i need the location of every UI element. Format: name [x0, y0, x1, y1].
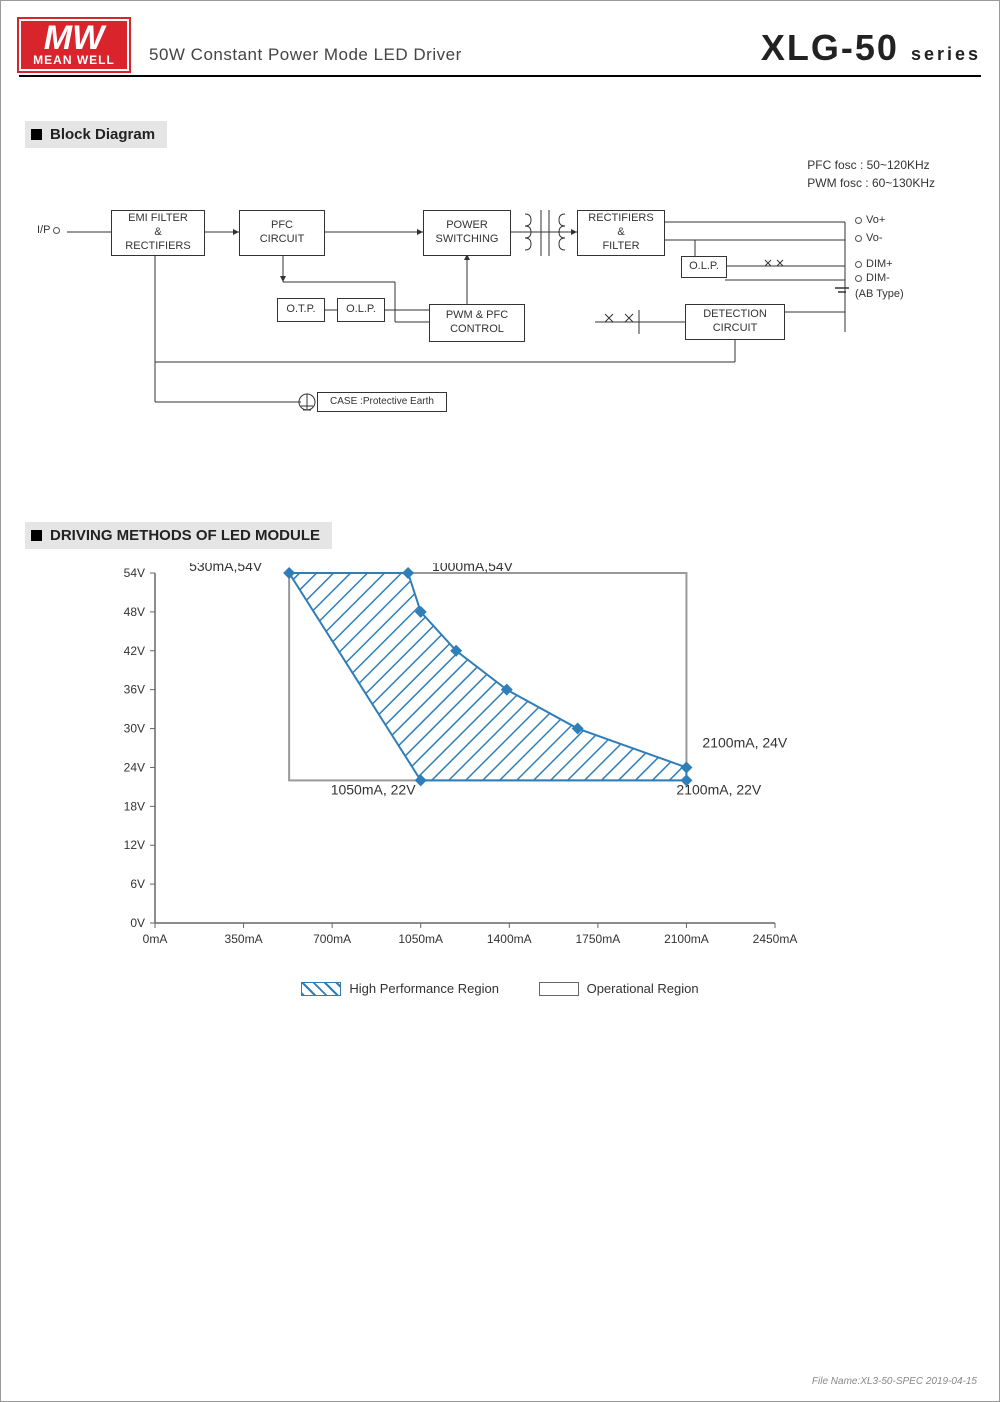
terminal-vo-minus: Vo- — [855, 232, 883, 244]
svg-text:48V: 48V — [124, 605, 145, 619]
svg-text:1050mA: 1050mA — [398, 932, 443, 946]
bullet-icon — [31, 530, 42, 541]
legend-operational: Operational Region — [539, 981, 699, 996]
svg-text:2450mA: 2450mA — [753, 932, 798, 946]
bullet-icon — [31, 129, 42, 140]
block-power-switching: POWER SWITCHING — [423, 210, 511, 256]
svg-text:700mA: 700mA — [313, 932, 351, 946]
chart-legend: High Performance Region Operational Regi… — [25, 981, 975, 999]
block-pfc: PFC CIRCUIT — [239, 210, 325, 256]
svg-text:2100mA, 24V: 2100mA, 24V — [702, 734, 787, 750]
svg-text:1750mA: 1750mA — [576, 932, 621, 946]
hatch-swatch-icon — [301, 982, 341, 996]
logo-mw: MW — [21, 21, 127, 53]
page: MW MEAN WELL 50W Constant Power Mode LED… — [0, 0, 1000, 1402]
box-swatch-icon — [539, 982, 579, 996]
svg-text:0mA: 0mA — [143, 932, 168, 946]
svg-text:18V: 18V — [124, 799, 145, 813]
brand-logo: MW MEAN WELL — [19, 19, 129, 71]
block-case-earth: CASE :Protective Earth — [317, 392, 447, 412]
chart-svg: 0V 6V 12V 18V 24V 30V 36V 42V 48V 54V 0mA 350mA 700m… — [105, 563, 825, 963]
terminal-dim-minus: DIM- — [855, 272, 890, 284]
svg-text:350mA: 350mA — [225, 932, 263, 946]
legend-high-performance: High Performance Region — [301, 981, 499, 996]
block-olp-right: O.L.P. — [681, 256, 727, 278]
block-otp: O.T.P. — [277, 298, 325, 322]
block-olp-left: O.L.P. — [337, 298, 385, 322]
svg-text:12V: 12V — [124, 838, 145, 852]
svg-text:0V: 0V — [130, 916, 145, 930]
block-pwm-control: PWM & PFC CONTROL — [429, 304, 525, 342]
model-name: XLG-50 series — [761, 27, 981, 71]
terminal-ip: I/P — [37, 224, 64, 236]
svg-text:54V: 54V — [124, 566, 145, 580]
svg-text:1400mA: 1400mA — [487, 932, 532, 946]
block-emi: EMI FILTER & RECTIFIERS — [111, 210, 205, 256]
svg-text:36V: 36V — [124, 683, 145, 697]
terminal-dim-plus: DIM+ — [855, 258, 893, 270]
svg-text:1050mA, 22V: 1050mA, 22V — [331, 781, 416, 797]
svg-text:2100mA, 22V: 2100mA, 22V — [676, 781, 761, 797]
block-rect-filter: RECTIFIERS & FILTER — [577, 210, 665, 256]
section-heading-driving: DRIVING METHODS OF LED MODULE — [25, 522, 332, 549]
svg-text:6V: 6V — [130, 877, 145, 891]
driving-chart: 0V 6V 12V 18V 24V 30V 36V 42V 48V 54V 0mA 350mA 700m… — [105, 563, 825, 963]
svg-text:1000mA,54V: 1000mA,54V — [432, 563, 514, 574]
svg-text:530mA,54V: 530mA,54V — [189, 563, 263, 574]
content: Block Diagram PFC fosc : 50~120KHz PWM f… — [19, 105, 981, 999]
terminal-ab-type: (AB Type) — [855, 288, 904, 300]
block-detection: DETECTION CIRCUIT — [685, 304, 785, 340]
block-diagram: PFC fosc : 50~120KHz PWM fosc : 60~130KH… — [25, 162, 975, 482]
svg-text:42V: 42V — [124, 644, 145, 658]
model-series: series — [911, 44, 981, 64]
footer-filename: File Name:XL3-50-SPEC 2019-04-15 — [812, 1376, 977, 1387]
model-main: XLG-50 — [761, 27, 899, 68]
page-subtitle: 50W Constant Power Mode LED Driver — [149, 45, 761, 71]
svg-text:24V: 24V — [124, 760, 145, 774]
svg-text:30V: 30V — [124, 722, 145, 736]
svg-text:2100mA: 2100mA — [664, 932, 709, 946]
terminal-vo-plus: Vo+ — [855, 214, 885, 226]
page-header: MW MEAN WELL 50W Constant Power Mode LED… — [19, 19, 981, 77]
section-heading-block-diagram: Block Diagram — [25, 121, 167, 148]
logo-meanwell: MEAN WELL — [21, 53, 127, 67]
